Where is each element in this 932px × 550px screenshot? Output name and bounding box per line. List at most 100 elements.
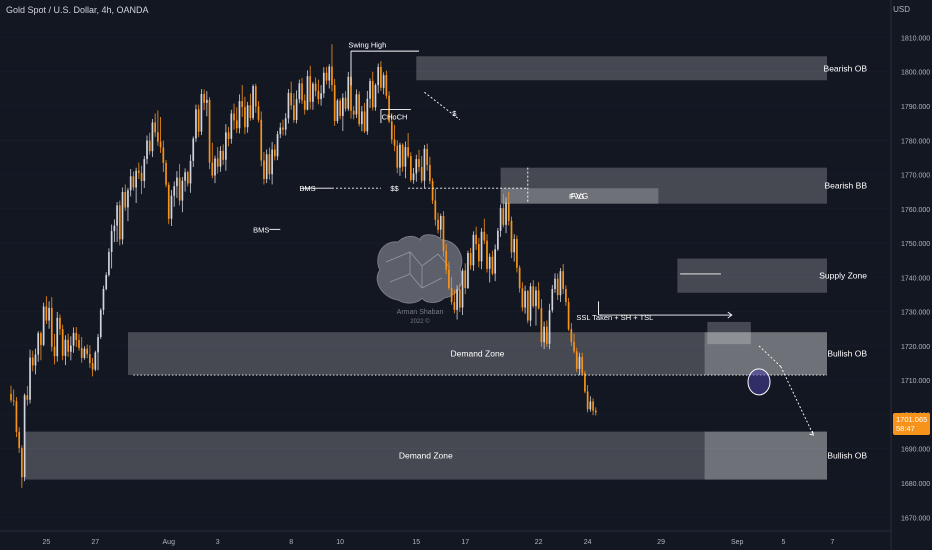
candle-body — [110, 231, 113, 252]
candle-body — [118, 205, 121, 240]
candle-body — [18, 431, 21, 449]
candle-body — [537, 290, 540, 309]
candle-body — [273, 149, 276, 157]
annotations: Swing High CHoCH $ BMS $$ BMS FVG SSL Taken + S… — [133, 40, 827, 436]
projection-down — [780, 366, 814, 436]
candle-body — [521, 288, 524, 308]
annotation-label: Swing High — [348, 40, 386, 49]
watermark-name: Arman Shaban — [397, 309, 444, 316]
candle-body — [554, 278, 556, 290]
candle-body — [176, 177, 178, 187]
candle-body — [333, 85, 336, 122]
candle-body — [502, 208, 505, 225]
candle-body — [37, 333, 40, 355]
candle-body — [181, 180, 184, 201]
candle-body — [48, 307, 50, 321]
symbol-title: Gold Spot / U.S. Dollar, 4h, OANDA — [6, 5, 149, 15]
candle-body — [526, 291, 529, 321]
candle-body — [61, 329, 64, 356]
candle-body — [59, 317, 61, 330]
x-tick-label: 17 — [461, 539, 469, 546]
candle-body — [105, 274, 108, 290]
candle-body — [456, 289, 458, 310]
candle-body — [312, 83, 314, 102]
candle-body — [407, 147, 409, 157]
candle-body — [170, 195, 173, 219]
candle-body — [282, 127, 284, 130]
currency-label: USD — [893, 5, 910, 14]
x-tick-label: Sep — [731, 539, 744, 546]
candle-body — [146, 140, 148, 160]
candle-body — [135, 170, 137, 188]
candle-body — [113, 225, 116, 232]
y-tick-label: 1720.000 — [901, 344, 930, 351]
candle-body — [143, 159, 146, 182]
candle-body — [29, 357, 31, 400]
candle-body — [548, 310, 551, 344]
candle-body — [382, 75, 385, 88]
candle-body — [570, 329, 573, 342]
zone-rect — [707, 321, 751, 345]
annotation-label: SSL Taken + SH + TSL — [576, 313, 653, 322]
candle-body — [246, 105, 249, 128]
candle-body — [328, 66, 331, 81]
candle-body — [420, 166, 423, 181]
candle-body — [480, 231, 483, 262]
candle-body — [380, 66, 382, 88]
candle-body — [72, 332, 75, 346]
zone-label: Bearish OB — [824, 63, 868, 73]
candle-body — [197, 109, 200, 132]
zone-rect — [704, 332, 827, 376]
candle-body — [331, 66, 333, 86]
annotation-label: CHoCH — [382, 112, 408, 121]
candle-body — [219, 150, 222, 167]
candle-body — [298, 83, 301, 100]
candle-body — [230, 113, 233, 139]
candle-body — [89, 354, 91, 364]
candle-body — [140, 172, 143, 182]
candle-body — [518, 267, 521, 289]
candle-body — [461, 270, 464, 308]
candle-body — [361, 111, 363, 125]
candle-body — [263, 160, 265, 179]
candle-body — [200, 93, 203, 132]
candle-body — [235, 120, 238, 129]
y-tick-label: 1680.000 — [901, 481, 930, 488]
x-tick-label: 24 — [584, 539, 592, 546]
candle-body — [276, 134, 279, 157]
candle-body — [467, 253, 469, 288]
candle-body — [121, 192, 124, 240]
candle-body — [559, 271, 562, 296]
y-tick-label: 1790.000 — [901, 104, 930, 111]
candle-body — [325, 72, 328, 81]
candle-body — [260, 119, 263, 161]
candle-body — [543, 326, 545, 343]
candle-body — [127, 190, 129, 208]
candle-body — [83, 348, 86, 358]
candle-body — [222, 150, 225, 160]
candle-body — [497, 230, 499, 250]
candle-body — [173, 186, 176, 196]
candle-body — [505, 202, 507, 225]
zone-label: Demand Zone — [399, 451, 453, 461]
candle-body — [399, 144, 401, 168]
candle-body — [464, 270, 467, 288]
zone-label: Bullish OB — [827, 349, 867, 359]
candle-body — [189, 160, 192, 184]
candle-body — [409, 156, 412, 181]
zone-label: Demand Zone — [451, 349, 505, 359]
zone-rect — [24, 431, 828, 480]
candle-body — [396, 145, 399, 168]
candle-body — [426, 148, 429, 165]
y-tick-label: 1730.000 — [901, 310, 930, 317]
candle-body — [216, 158, 219, 167]
candle-body — [369, 80, 371, 99]
candle-body — [56, 317, 59, 357]
candle-body — [388, 95, 390, 122]
candle-body — [116, 205, 118, 226]
y-tick-label: 1810.000 — [901, 35, 930, 42]
candle-body — [129, 176, 132, 191]
candle-body — [535, 290, 537, 307]
